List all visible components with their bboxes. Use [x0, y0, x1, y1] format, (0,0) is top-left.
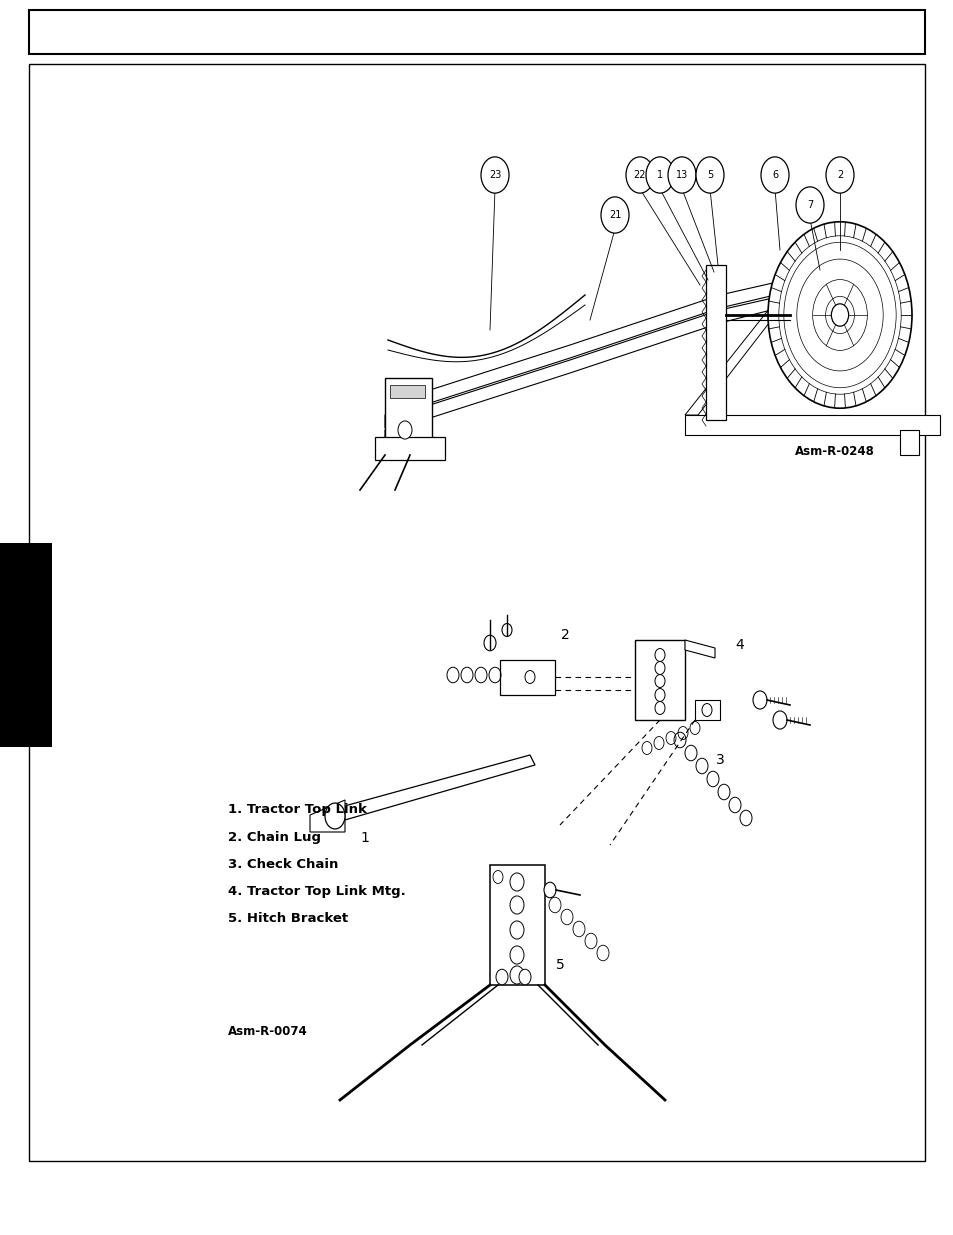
Circle shape [600, 196, 628, 233]
Text: 7: 7 [806, 200, 812, 210]
Polygon shape [375, 437, 444, 459]
Text: 4. Tractor Top Link Mtg.: 4. Tractor Top Link Mtg. [228, 885, 405, 898]
Circle shape [483, 635, 496, 651]
Polygon shape [310, 800, 345, 832]
Circle shape [830, 304, 848, 326]
Circle shape [772, 711, 786, 729]
Bar [29, 64, 924, 1161]
Text: 3: 3 [715, 753, 723, 767]
Circle shape [701, 704, 711, 716]
Bar [29, 10, 924, 54]
Text: 6: 6 [771, 170, 778, 180]
Bar [0, 543, 52, 747]
Text: 2. Chain Lug: 2. Chain Lug [228, 831, 320, 844]
Circle shape [480, 157, 509, 193]
Text: 5: 5 [555, 958, 564, 972]
Text: 1: 1 [360, 831, 369, 845]
Circle shape [760, 157, 788, 193]
Circle shape [510, 873, 523, 892]
Circle shape [510, 946, 523, 965]
Polygon shape [385, 268, 840, 429]
Text: 23: 23 [488, 170, 500, 180]
Circle shape [655, 662, 664, 674]
Text: 1. Tractor Top Link: 1. Tractor Top Link [228, 804, 367, 816]
Polygon shape [499, 659, 555, 695]
Circle shape [510, 966, 523, 984]
Bar [899, 430, 918, 454]
Polygon shape [385, 378, 432, 440]
Text: 5. Hitch Bracket: 5. Hitch Bracket [228, 913, 348, 925]
Circle shape [655, 701, 664, 715]
Polygon shape [705, 266, 725, 420]
Text: 2: 2 [836, 170, 842, 180]
Circle shape [696, 157, 723, 193]
Circle shape [501, 624, 512, 636]
Polygon shape [684, 415, 939, 435]
Text: Asm-R-0074: Asm-R-0074 [228, 1025, 308, 1037]
Polygon shape [684, 270, 809, 415]
Circle shape [397, 421, 412, 440]
Text: 22: 22 [633, 170, 645, 180]
Text: 4: 4 [735, 638, 743, 652]
Circle shape [655, 674, 664, 688]
Text: 13: 13 [675, 170, 687, 180]
Circle shape [825, 157, 853, 193]
Polygon shape [385, 283, 840, 443]
Text: 21: 21 [608, 210, 620, 220]
Circle shape [493, 871, 502, 883]
Polygon shape [684, 640, 714, 658]
Polygon shape [635, 640, 684, 720]
Circle shape [752, 690, 766, 709]
Text: Asm-R-0248: Asm-R-0248 [794, 445, 874, 458]
Circle shape [518, 969, 531, 984]
Circle shape [543, 882, 556, 898]
Polygon shape [490, 864, 544, 986]
Circle shape [655, 689, 664, 701]
Circle shape [325, 803, 345, 829]
Text: 1: 1 [657, 170, 662, 180]
Circle shape [625, 157, 654, 193]
Circle shape [655, 648, 664, 662]
Circle shape [767, 222, 911, 409]
Circle shape [496, 969, 507, 984]
Polygon shape [695, 700, 720, 720]
Circle shape [510, 895, 523, 914]
Polygon shape [390, 385, 424, 398]
Circle shape [524, 671, 535, 683]
Text: 5: 5 [706, 170, 713, 180]
Circle shape [510, 921, 523, 939]
Circle shape [667, 157, 696, 193]
Polygon shape [330, 755, 535, 823]
Circle shape [645, 157, 673, 193]
Circle shape [795, 186, 823, 224]
Text: 3. Check Chain: 3. Check Chain [228, 858, 338, 871]
Text: 2: 2 [560, 629, 569, 642]
